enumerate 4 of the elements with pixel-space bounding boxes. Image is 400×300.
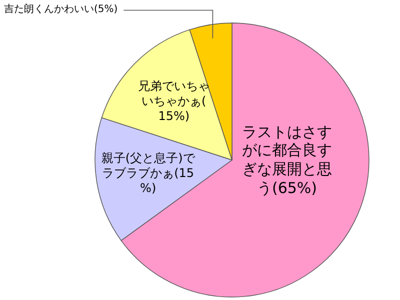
- slice-label: 兄弟でいちゃいちゃかぁ(15%): [138, 79, 210, 124]
- slice-label: 親子(父と息子)でラブラブかぁ(15%): [100, 150, 196, 196]
- slice-label: ラストはさすがに都合良すぎな展開と思う(65%): [241, 122, 333, 198]
- slice-label: 吉た朗くんかわいい(5%): [4, 4, 118, 16]
